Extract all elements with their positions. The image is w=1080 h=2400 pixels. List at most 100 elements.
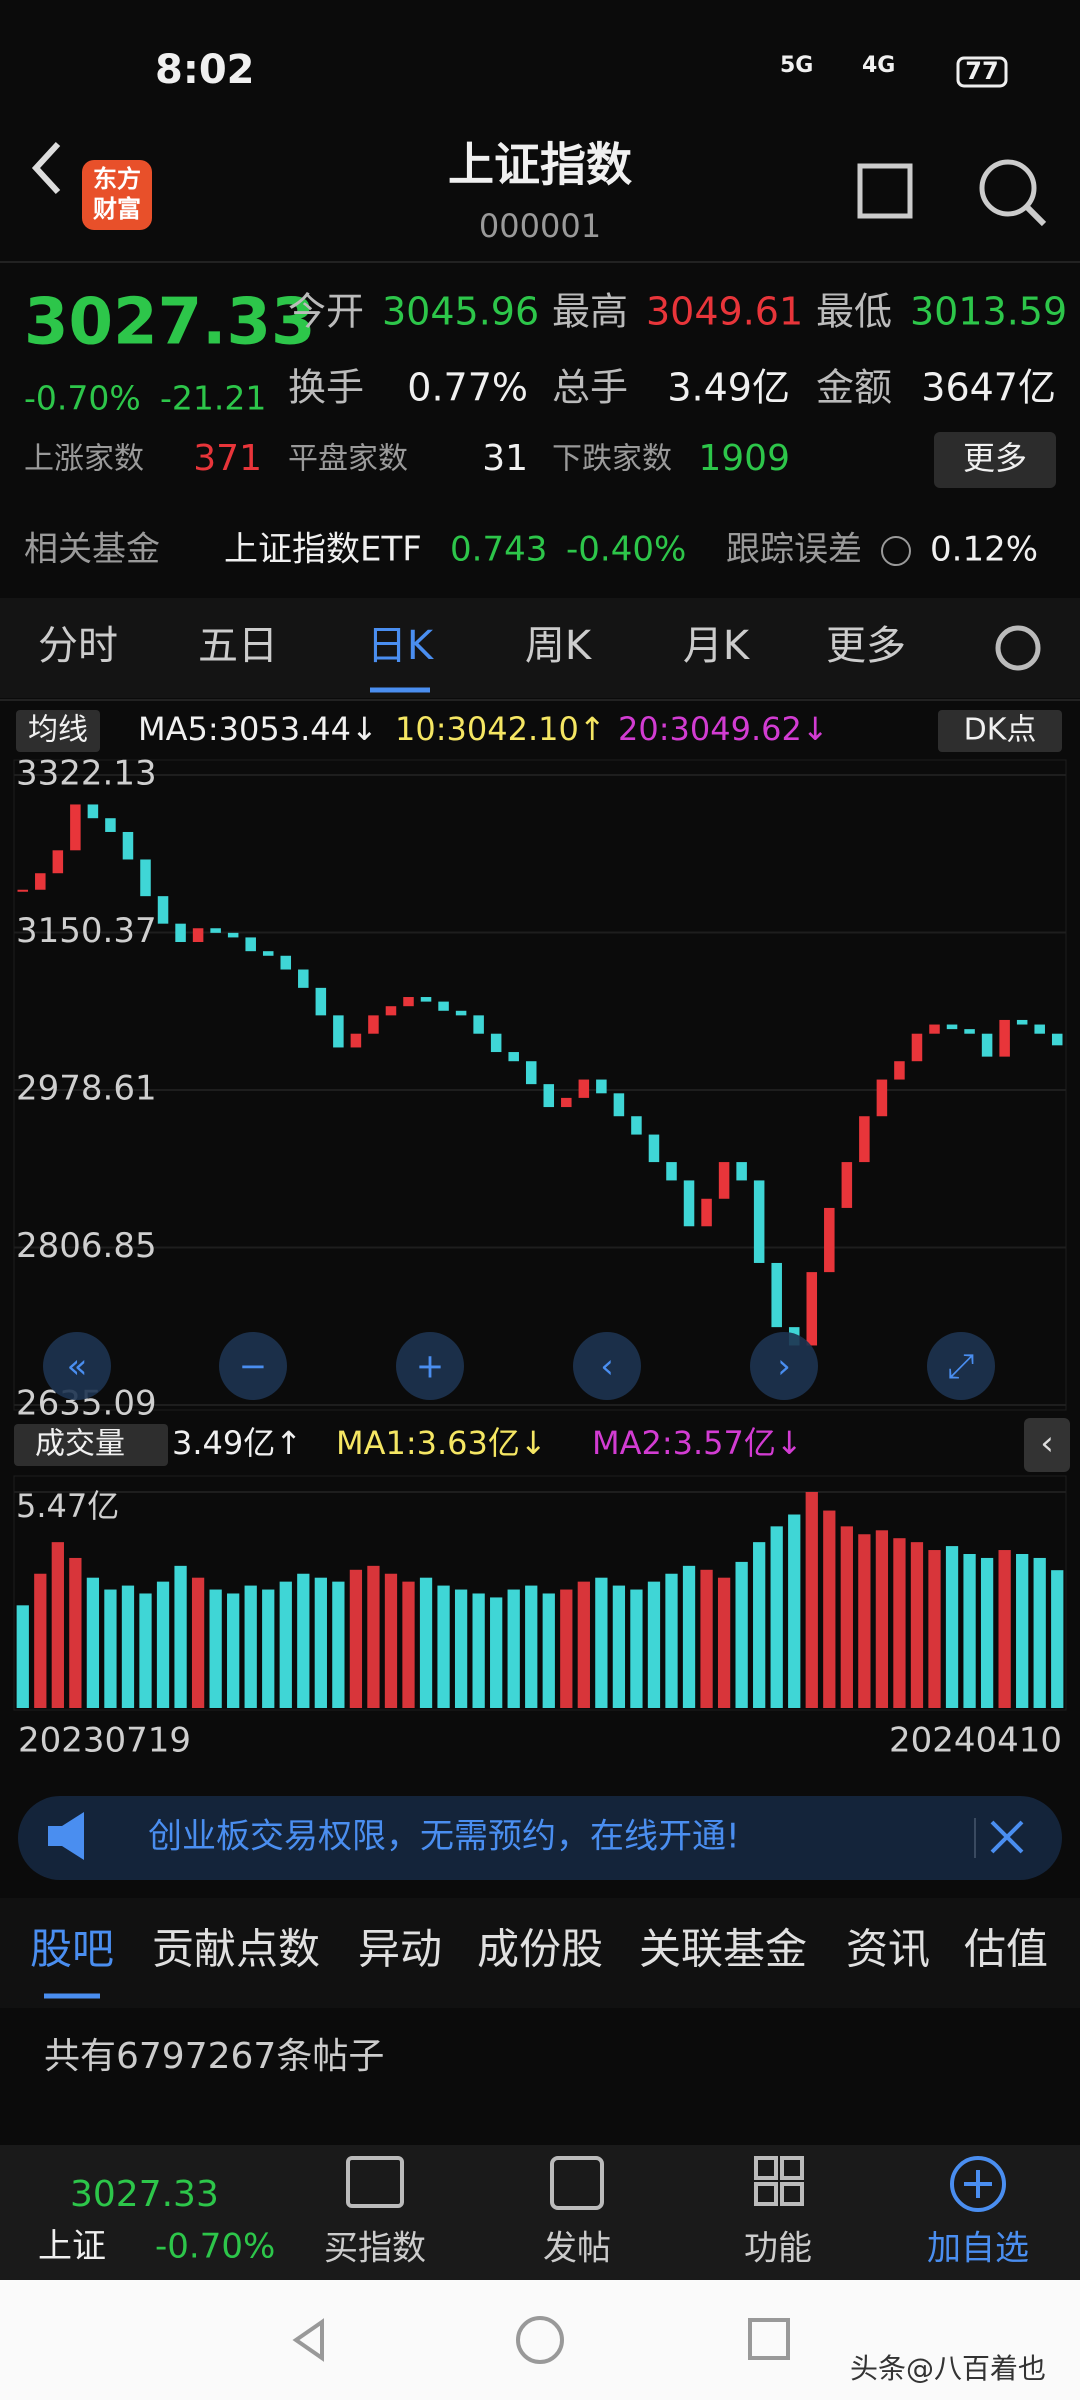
candle [420,997,432,1002]
period-tab[interactable]: 五日 [198,623,278,669]
volume-bar [875,1530,889,1708]
nav-back[interactable] [292,2318,324,2362]
zoom-button[interactable] [396,1332,464,1400]
volume-bar [209,1589,222,1708]
candle [52,850,64,874]
volume-bar [279,1581,292,1708]
search-icon-handle [1024,204,1047,227]
banner-text: 创业板交易权限，无需预约，在线开通! [148,1817,740,1857]
candle [894,1061,905,1080]
banner[interactable] [18,1796,1062,1880]
volume-button[interactable] [14,1424,168,1466]
tab[interactable]: 贡献点数 [152,1925,320,1974]
candle [999,1019,1010,1057]
volume-bar [595,1577,608,1708]
nav-item[interactable]: 发帖 [543,2229,611,2269]
back-icon[interactable] [31,141,61,195]
volume-bar [472,1593,485,1708]
volume-bar [262,1589,275,1708]
tab[interactable]: 估值 [964,1925,1048,1974]
ma-button[interactable] [16,710,100,752]
period-tab[interactable]: 月K [683,623,751,669]
zoom-button[interactable] [43,1332,111,1400]
fund-error: 0.12% [930,530,1038,570]
period-tab[interactable]: 周K [525,623,593,669]
period-tab[interactable]: 更多 [826,623,906,669]
candle [666,1162,677,1181]
volume-frame [13,1475,1067,1711]
system-nav-bg [0,2280,1080,2400]
settings-icon[interactable] [995,625,1041,671]
zoom-button[interactable] [927,1332,995,1400]
buy-icon[interactable] [346,2156,404,2208]
volume-bar [998,1550,1011,1708]
stat-value: 3647亿 [921,366,1056,410]
add-plus [964,2170,992,2198]
candle [596,1079,607,1094]
volume-legend: MA2:3.57亿↓ [592,1424,803,1462]
nav-recent[interactable] [748,2318,790,2360]
candle [613,1093,625,1117]
function-icon[interactable] [754,2156,804,2206]
candle [806,1272,818,1346]
nav-price: 3027.33 [70,2174,219,2215]
nav-item[interactable]: 功能 [744,2229,812,2269]
dk[interactable]: DK点 [964,713,1037,748]
zoom-button[interactable] [750,1332,818,1400]
nav-item[interactable]: 加自选 [927,2229,1029,2269]
stat-value: 3049.61 [646,290,803,334]
volume-bar [490,1597,503,1708]
speaker-icon [48,1812,84,1860]
candle [508,1052,519,1062]
candle [245,937,256,952]
volume-bar [893,1538,906,1708]
tab[interactable]: 资讯 [846,1925,930,1974]
date-end: 20240410 [889,1721,1062,1761]
candle [753,1180,765,1263]
period-tab[interactable]: 分时 [38,623,118,669]
candle [876,1079,888,1117]
candle [911,1033,923,1062]
posts: 共有6797267条帖子 [44,2036,384,2077]
nav-home[interactable] [516,2316,564,2364]
volume-bar [840,1526,853,1708]
volume-bar [121,1585,135,1708]
period-tab[interactable]: 日K [367,623,435,669]
zoom-button[interactable] [219,1332,287,1400]
volume-bar [525,1585,538,1708]
more[interactable]: 更多 [963,439,1027,477]
zoom-icon: › [777,1347,791,1387]
collapse-button[interactable] [1024,1418,1070,1472]
bottom-nav-bg [0,2145,1080,2280]
volume-bar [174,1565,187,1708]
close-icon[interactable] [990,1820,1024,1854]
zoom-button[interactable] [573,1332,641,1400]
candle [333,1015,344,1048]
tab[interactable]: 股吧 [30,1925,114,1974]
add-icon[interactable] [950,2156,1006,2212]
search-icon[interactable] [979,159,1037,217]
volume-bar [735,1561,748,1708]
breadth-value: 371 [193,438,262,479]
more-button[interactable] [934,432,1056,488]
dk-button[interactable] [938,710,1062,752]
candle [631,1116,642,1135]
tabs-bg [0,1898,1080,2008]
share-icon[interactable] [857,163,913,219]
candle [175,923,186,943]
tab[interactable]: 异动 [358,1925,442,1974]
battery: 77 [965,57,998,85]
stat-label: 换手 [288,366,364,410]
candle [298,969,309,988]
nav-item[interactable]: 买指数 [324,2229,426,2269]
y-tick-label: 5.47亿 [16,1487,119,1525]
post-icon[interactable] [550,2156,604,2210]
candle [859,1116,870,1163]
volume-bar [384,1573,398,1708]
candle [403,997,414,1007]
tab[interactable]: 关联基金 [639,1925,807,1974]
tab[interactable]: 成份股 [477,1925,603,1974]
candle [824,1207,835,1273]
candle [140,859,151,897]
